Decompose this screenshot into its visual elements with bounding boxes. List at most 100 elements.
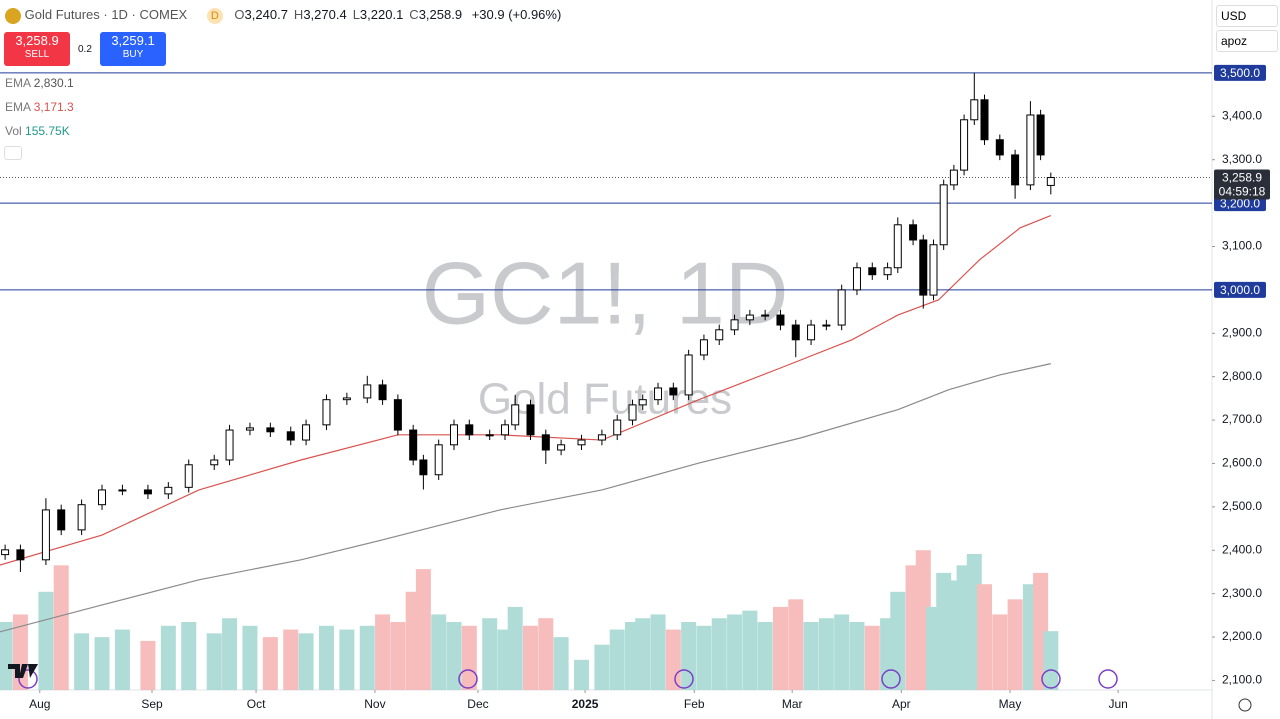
- legend-value: 155.75K: [25, 124, 70, 138]
- volume-bar: [12, 614, 28, 690]
- level-label: 3,500.0: [1220, 66, 1260, 80]
- x-tick-label: Feb: [684, 697, 705, 711]
- volume-bar: [415, 569, 431, 690]
- ohlc-key: C: [409, 7, 419, 22]
- volume-bar: [711, 618, 727, 690]
- candle-body: [669, 387, 678, 396]
- candle-body: [266, 427, 275, 433]
- candle-body: [995, 139, 1004, 156]
- volume-bar: [803, 622, 819, 690]
- level-label: 3,200.0: [1220, 196, 1260, 210]
- volume-bar: [482, 618, 498, 690]
- y-tick-label: 2,700.0: [1222, 412, 1262, 426]
- scale-menu[interactable]: apoz: [1216, 30, 1278, 52]
- x-tick-label: Oct: [247, 697, 266, 711]
- volume-bar: [864, 625, 880, 690]
- volume-bar: [635, 618, 651, 690]
- volume-bar: [992, 614, 1008, 690]
- candle-body: [557, 444, 566, 451]
- volume-bar: [574, 659, 590, 690]
- candle-body: [98, 489, 107, 506]
- candle-body: [143, 489, 152, 495]
- candle-body: [822, 324, 831, 327]
- candle-body: [378, 384, 387, 401]
- x-tick-label: Jun: [1108, 697, 1127, 711]
- ohlc-value: 3,220.1: [359, 7, 404, 22]
- volume-bar: [849, 622, 865, 690]
- candle-body: [164, 486, 173, 495]
- currency-menu[interactable]: USD: [1216, 5, 1278, 27]
- sell-button[interactable]: 3,258.9 SELL: [4, 32, 70, 66]
- candle-body: [761, 314, 770, 317]
- candle-body: [939, 184, 948, 246]
- candle-body: [791, 324, 800, 341]
- candle-body: [613, 419, 622, 436]
- candle-body: [485, 434, 494, 437]
- event-icon[interactable]: [1041, 669, 1061, 689]
- candle-body: [745, 314, 754, 321]
- event-icon[interactable]: [1098, 669, 1118, 689]
- legend-ema-1: EMA 2,830.1: [5, 76, 74, 90]
- countdown: 04:59:18: [1219, 185, 1266, 199]
- volume-bar: [181, 622, 197, 690]
- legend-name: EMA: [5, 76, 31, 90]
- candle-body: [41, 509, 50, 561]
- event-icon[interactable]: [18, 669, 38, 689]
- legend-name: Vol: [5, 124, 22, 138]
- volume-bar: [283, 629, 299, 690]
- candle-body: [776, 314, 785, 326]
- volume-bar: [650, 614, 666, 690]
- candle-body: [419, 459, 428, 476]
- volume-bar: [1007, 599, 1023, 690]
- plot: 3,500.0 3,200.0 3,000.0 3,258.904:59:18 3,40…: [0, 64, 1270, 711]
- last-price-box: [1214, 169, 1270, 200]
- candle-body: [16, 549, 25, 561]
- buy-button[interactable]: 3,259.1 BUY: [100, 32, 166, 66]
- x-tick-label: Nov: [364, 697, 385, 711]
- candle-body: [409, 429, 418, 461]
- volume-bar: [696, 625, 712, 690]
- y-tick-label: 3,100.0: [1222, 239, 1262, 253]
- event-icon[interactable]: [881, 669, 901, 689]
- legend-ema-2: EMA 3,171.3: [5, 100, 74, 114]
- candle-body: [225, 429, 234, 461]
- candle-body: [245, 427, 254, 431]
- x-tick-label: Dec: [467, 697, 488, 711]
- volume-bar: [38, 591, 54, 690]
- watermark: GC1!, 1D Gold Futures: [422, 243, 789, 423]
- event-icon[interactable]: [674, 669, 694, 689]
- buy-price: 3,259.1: [111, 33, 155, 48]
- candle-body: [699, 339, 708, 356]
- level-label: 3,000.0: [1220, 283, 1260, 297]
- candle-body: [77, 504, 86, 531]
- y-tick-label: 2,800.0: [1222, 369, 1262, 383]
- candle-body: [363, 384, 372, 399]
- candle-body: [118, 489, 127, 492]
- candle-body: [868, 267, 877, 276]
- settings-icon[interactable]: [1238, 698, 1252, 712]
- candle-body: [501, 424, 509, 436]
- volume-bar: [160, 625, 176, 690]
- collapse-button[interactable]: [4, 146, 22, 160]
- candle-body: [449, 424, 458, 446]
- candle-body: [852, 267, 861, 291]
- x-tick-label: Aug: [29, 697, 50, 711]
- volume-bar: [594, 644, 610, 690]
- volume-bar: [609, 629, 625, 690]
- ohlc-value: 3,258.9: [418, 7, 463, 22]
- volume-bar: [206, 633, 222, 690]
- candle-body: [684, 354, 693, 396]
- candle-body: [511, 404, 520, 426]
- logo[interactable]: [8, 664, 38, 678]
- volume-bar: [727, 614, 743, 690]
- volume-bar: [359, 625, 375, 690]
- volume-bar: [339, 629, 355, 690]
- event-icon[interactable]: [458, 669, 478, 689]
- y-tick-label: 2,100.0: [1222, 673, 1262, 687]
- volume: [0, 550, 1059, 690]
- volume-bar: [788, 599, 804, 690]
- volume-bar: [834, 614, 850, 690]
- y-tick-label: 2,200.0: [1222, 629, 1262, 643]
